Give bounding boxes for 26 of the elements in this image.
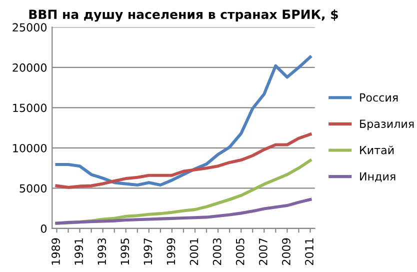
y-tick-label: 15000 bbox=[13, 104, 47, 112]
x-tick-label: 2009 bbox=[282, 238, 290, 265]
legend-label: Россия bbox=[360, 93, 398, 102]
y-tick-label: 5000 bbox=[20, 184, 47, 193]
y-tick-label: 20000 bbox=[12, 63, 47, 72]
legend-label: Китай bbox=[360, 146, 394, 154]
line-series bbox=[55, 132, 312, 189]
legend-label: Бразилия bbox=[360, 120, 414, 130]
x-tick-label: 1999 bbox=[166, 238, 176, 265]
x-tick-label: 1989 bbox=[52, 238, 60, 265]
x-tick-label: 1995 bbox=[120, 238, 130, 265]
line-series bbox=[55, 55, 312, 187]
y-tick-label: 25000 bbox=[12, 23, 47, 32]
x-tick-label: 2011 bbox=[305, 238, 314, 265]
line-series bbox=[55, 198, 312, 225]
x-tick-label: 2003 bbox=[212, 238, 222, 265]
x-tick-label: 2005 bbox=[236, 238, 244, 265]
x-tick-label: 2007 bbox=[258, 238, 268, 265]
y-tick-label: 0 bbox=[40, 224, 47, 233]
x-tick-label: 2001 bbox=[190, 238, 198, 265]
legend-label: Индия bbox=[360, 172, 396, 182]
x-tick-label: 1997 bbox=[144, 238, 152, 265]
x-tick-label: 1991 bbox=[74, 238, 84, 265]
x-tick-label: 1993 bbox=[98, 238, 106, 265]
y-tick-label: 10000 bbox=[13, 144, 47, 152]
chart-title: ВВП на душу населения в странах БРИК, $ bbox=[29, 9, 338, 22]
